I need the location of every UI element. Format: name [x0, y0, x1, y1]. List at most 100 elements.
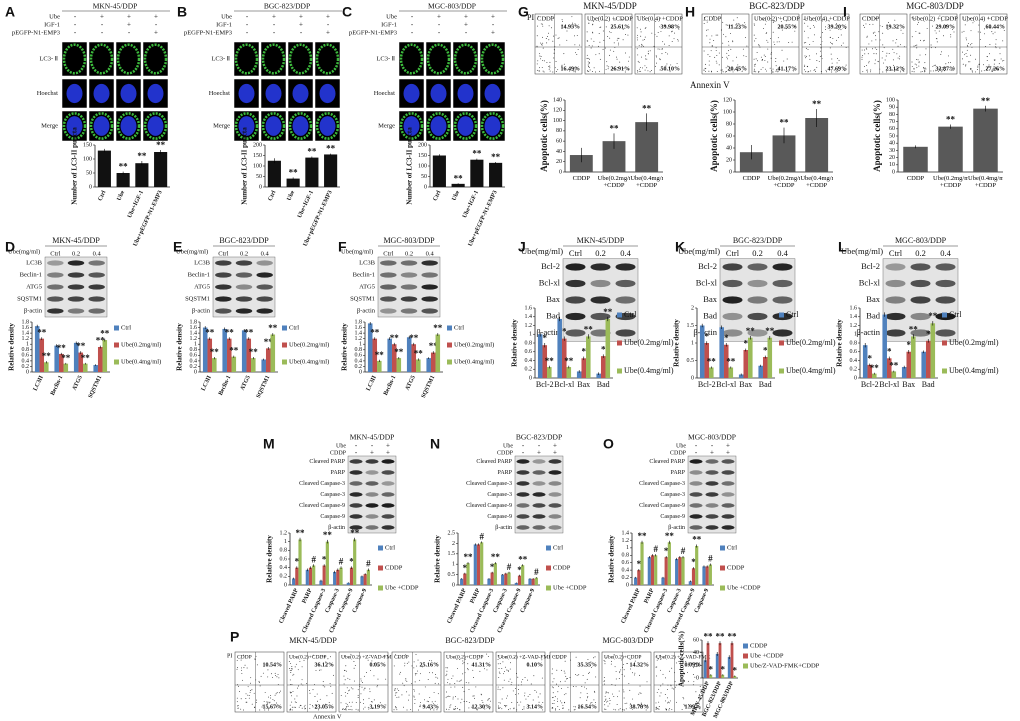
flow-event [424, 686, 426, 688]
x-tick-label: Bax [902, 380, 915, 389]
flow-event [725, 36, 727, 38]
bar [566, 367, 572, 378]
flow-event [683, 703, 685, 705]
bar [586, 336, 591, 378]
flow-event [587, 696, 589, 698]
significance-label: * [907, 340, 912, 350]
flow-event [481, 700, 483, 702]
flow-event [732, 41, 734, 43]
flow-event [778, 41, 780, 43]
flow-event [563, 63, 565, 65]
y-axis-label: Relative density [176, 323, 184, 371]
y-tick-label: 1.2 [280, 530, 288, 536]
flow-event [758, 45, 760, 47]
condition-label: CDDP [552, 654, 567, 660]
flow-event [878, 31, 880, 33]
flow-event [353, 661, 355, 662]
lc3-signal [89, 112, 114, 140]
x-tick-label: Ube [116, 190, 126, 202]
y-tick-label: 0 [529, 375, 532, 381]
flow-event [363, 699, 365, 701]
bar [470, 159, 484, 187]
flow-event [349, 678, 351, 680]
flow-event [447, 678, 449, 680]
flow-event [398, 656, 400, 658]
bar [634, 577, 638, 585]
flow-event [916, 47, 918, 49]
flow-event [619, 61, 621, 63]
flow-event [888, 53, 890, 55]
flow-event [711, 35, 713, 37]
blot-band [400, 284, 418, 290]
y-tick-label: 0.2 [622, 575, 630, 581]
bar [463, 573, 467, 585]
y-tick-label: 0.2 [850, 367, 858, 373]
treatment-label: CDDP [497, 450, 514, 456]
flow-event [240, 698, 242, 700]
flow-event [899, 44, 901, 46]
flow-event [836, 23, 838, 25]
flow-event [630, 668, 631, 670]
flow-event [551, 686, 553, 688]
flow-event [660, 658, 662, 660]
significance-label: ** [889, 361, 899, 371]
flow-event [525, 698, 527, 700]
treatment-sign: - [695, 442, 698, 450]
flow-event [886, 52, 888, 54]
flow-plot [549, 651, 600, 713]
flow-event [924, 69, 926, 71]
flow-event [433, 691, 435, 693]
bar [772, 135, 796, 172]
flow-event [890, 69, 892, 71]
flow-event [897, 45, 899, 47]
flow-event [276, 702, 277, 704]
flow-event [944, 70, 945, 72]
flow-event [614, 19, 616, 21]
significance-label: ** [323, 530, 333, 540]
bar [891, 371, 897, 378]
flow-event [986, 56, 988, 57]
flow-event [613, 654, 615, 656]
treatment-sign: - [74, 29, 77, 37]
flow-event [318, 656, 320, 658]
flow-event [613, 708, 615, 710]
flow-event [582, 675, 584, 676]
flow-event [996, 69, 998, 70]
blot-band [910, 312, 931, 321]
flow-event [553, 49, 555, 51]
legend-label: Ube(0.2mg/ml) [454, 341, 494, 348]
significance-label: * [744, 339, 749, 349]
flow-event [924, 67, 926, 69]
bar [241, 330, 247, 372]
flow-event [352, 688, 354, 690]
flow-event [655, 65, 656, 67]
upper-right-percent: 10.54% [263, 662, 283, 668]
flow-event [324, 686, 326, 688]
bar [372, 338, 378, 372]
blot-band [747, 279, 768, 288]
flow-event [402, 682, 404, 684]
band-label: Bax [703, 294, 717, 304]
flow-event [777, 71, 779, 73]
bar [63, 363, 69, 372]
flow-event [895, 42, 897, 44]
bar [640, 542, 644, 585]
flow-event [586, 692, 588, 694]
flow-event [563, 694, 565, 696]
flow-event [452, 675, 454, 677]
flow-event [1002, 25, 1004, 27]
y-tick-label: 0.4 [355, 358, 363, 364]
flow-event [775, 58, 777, 59]
y-axis-label: Apoptotic cells(%) [872, 100, 882, 172]
flow-event [995, 68, 997, 69]
lower-right-percent: 32.87% [936, 66, 956, 72]
micrograph [398, 41, 425, 77]
legend-swatch [617, 312, 622, 318]
flow-event [405, 654, 407, 656]
flow-event [242, 679, 243, 681]
treatment-sign: - [101, 29, 104, 37]
flow-event [777, 17, 779, 19]
y-tick-label: 100 [886, 97, 895, 103]
y-tick-label: 1 [26, 342, 29, 348]
flow-event [513, 707, 515, 709]
